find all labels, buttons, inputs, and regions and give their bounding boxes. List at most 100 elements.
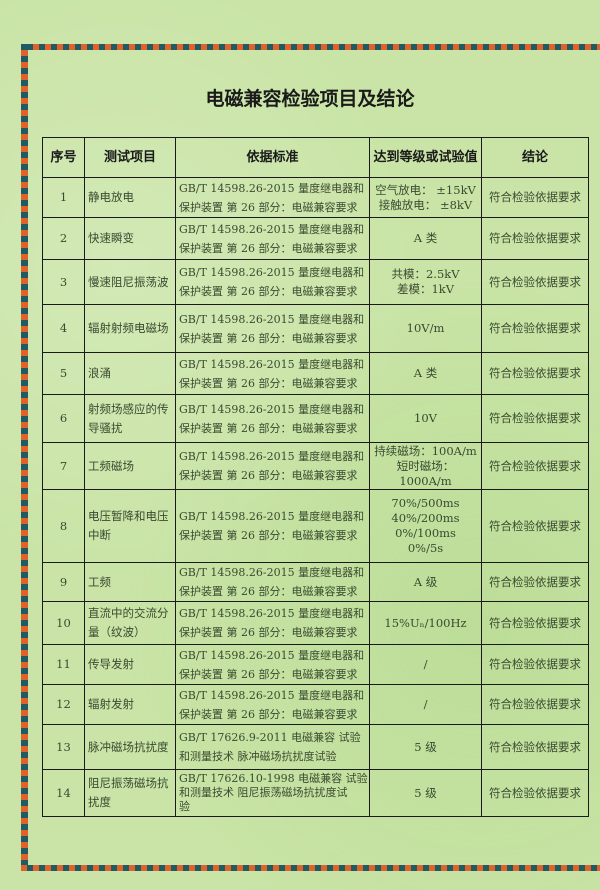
header-item: 测试项目 <box>84 137 176 178</box>
test-value: 5 级 <box>369 769 482 817</box>
conclusion: 符合检验依据要求 <box>481 769 589 817</box>
standard-line: 保护装置 第 26 部分：电磁兼容要求 <box>179 469 358 482</box>
decorative-border-left <box>21 44 28 871</box>
test-item: 射频场感应的传导骚扰 <box>84 394 176 443</box>
standard-line: GB/T 14598.26-2015 量度继电器和 <box>179 222 365 236</box>
test-item: 辐射发射 <box>84 684 176 725</box>
table-row: 14 阻尼振荡磁场抗扰度 GB/T 17626.10-1998 电磁兼容 试验 和测量… <box>42 769 589 817</box>
standard-line: 验 <box>179 800 190 813</box>
conclusion: 符合检验依据要求 <box>481 259 589 305</box>
table-row: 8 电压暂降和电压中断 GB/T 14598.26-2015 量度继电器和 保护装置 … <box>42 489 589 563</box>
test-value: 持续磁场：100A/m 短时磁场：1000A/m <box>369 442 482 490</box>
standard-line: GB/T 17626.10-1998 电磁兼容 试验 <box>179 772 368 785</box>
standard-line: 保护装置 第 26 部分：电磁兼容要求 <box>179 626 358 639</box>
standard-cell: GB/T 14598.26-2015 量度继电器和 保护装置 第 26 部分：电磁… <box>175 684 370 725</box>
standard-line: 保护装置 第 26 部分：电磁兼容要求 <box>179 529 358 542</box>
table-row: 10 直流中的交流分量（纹波） GB/T 14598.26-2015 量度继电器和保… <box>42 601 589 645</box>
row-number: 1 <box>42 177 85 218</box>
standard-line: GB/T 14598.26-2015 量度继电器和 <box>179 607 365 620</box>
standard-cell: GB/T 14598.26-2015 量度继电器和 保护装置 第 26 部分：电磁… <box>175 442 370 490</box>
row-number: 12 <box>42 684 85 725</box>
row-number: 7 <box>42 442 85 490</box>
row-number: 3 <box>42 259 85 305</box>
test-item: 快速瞬变 <box>84 217 176 260</box>
standard-line: GB/T 14598.26-2015 量度继电器和 <box>179 357 365 371</box>
header-standard: 依据标准 <box>175 137 370 178</box>
conclusion: 符合检验依据要求 <box>481 562 589 602</box>
conclusion: 符合检验依据要求 <box>481 724 589 770</box>
standard-line: GB/T 14598.26-2015 量度继电器和 <box>179 266 365 279</box>
standard-line: GB/T 14598.26-2015 量度继电器和 <box>179 402 365 416</box>
standard-cell: GB/T 14598.26-2015 量度继电器和 保护装置 第 26 部分：电磁… <box>175 601 370 645</box>
row-number: 8 <box>42 489 85 563</box>
row-number: 14 <box>42 769 85 817</box>
test-value: / <box>369 684 482 725</box>
test-value: 空气放电： ±15kV 接触放电： ±8kV <box>369 177 482 218</box>
conclusion: 符合检验依据要求 <box>481 489 589 563</box>
standard-line: 保护装置 第 26 部分：电磁兼容要求 <box>179 331 358 345</box>
row-number: 11 <box>42 644 85 685</box>
table-row: 7 工频磁场 GB/T 14598.26-2015 量度继电器和 保护装置 第 26 … <box>42 442 589 490</box>
standard-line: GB/T 14598.26-2015 量度继电器和 <box>179 648 365 662</box>
standard-cell: GB/T 14598.26-2015 量度继电器和 保护装置 第 26 部分：电磁… <box>175 489 370 563</box>
standard-line: 保护装置 第 26 部分：电磁兼容要求 <box>179 707 358 721</box>
table-header-row: 序号 测试项目 依据标准 达到等级或试验值 结论 <box>42 137 589 178</box>
table-row: 9 工频 GB/T 14598.26-2015 量度继电器和 保护装置 第 26 部分… <box>42 562 589 602</box>
table-row: 6 射频场感应的传导骚扰 GB/T 14598.26-2015 量度继电器和 保护装置… <box>42 394 589 443</box>
row-number: 5 <box>42 352 85 395</box>
table-row: 2 快速瞬变 GB/T 14598.26-2015 量度继电器和 保护装置 第 26 … <box>42 217 589 260</box>
standard-cell: GB/T 14598.26-2015 量度继电器和 保护装置 第 26 部分：电磁… <box>175 394 370 443</box>
test-value: 5 级 <box>369 724 482 770</box>
test-item: 工频 <box>84 562 176 602</box>
table-row: 5 浪涌 GB/T 14598.26-2015 量度继电器和 保护装置 第 26 部分… <box>42 352 589 395</box>
test-value: / <box>369 644 482 685</box>
test-value: 15%Uₙ/100Hz <box>369 601 482 645</box>
conclusion: 符合检验依据要求 <box>481 394 589 443</box>
conclusion: 符合检验依据要求 <box>481 684 589 725</box>
standard-cell: GB/T 14598.26-2015 量度继电器和 保护装置 第 26 部分：电磁… <box>175 304 370 353</box>
standard-line: GB/T 14598.26-2015 量度继电器和 <box>179 312 365 326</box>
conclusion: 符合检验依据要求 <box>481 304 589 353</box>
table-row: 1 静电放电 GB/T 14598.26-2015 量度继电器和 保护装置 第 26 … <box>42 177 589 218</box>
test-value: 10V <box>369 394 482 443</box>
standard-cell: GB/T 17626.9-2011 电磁兼容 试验 和测量技术 脉冲磁场抗扰度试验 <box>175 724 370 770</box>
conclusion: 符合检验依据要求 <box>481 177 589 218</box>
test-item: 工频磁场 <box>84 442 176 490</box>
decorative-border-top <box>21 44 600 50</box>
standard-line: GB/T 14598.26-2015 量度继电器和 <box>179 450 365 463</box>
row-number: 2 <box>42 217 85 260</box>
test-item: 浪涌 <box>84 352 176 395</box>
header-result: 结论 <box>481 137 589 178</box>
test-value: 10V/m <box>369 304 482 353</box>
row-number: 9 <box>42 562 85 602</box>
row-number: 10 <box>42 601 85 645</box>
standard-line: GB/T 14598.26-2015 量度继电器和 <box>179 566 365 579</box>
page-title: 电磁兼容检验项目及结论 <box>205 88 415 110</box>
standard-cell: GB/T 14598.26-2015 量度继电器和 保护装置 第 26 部分：电磁… <box>175 259 370 305</box>
test-item: 静电放电 <box>84 177 176 218</box>
conclusion: 符合检验依据要求 <box>481 217 589 260</box>
standard-line: GB/T 14598.26-2015 量度继电器和 <box>179 688 365 702</box>
emc-test-table: 序号 测试项目 依据标准 达到等级或试验值 结论 1 静电放电 GB/T 14598… <box>42 137 589 817</box>
standard-line: GB/T 14598.26-2015 量度继电器和 <box>179 510 365 523</box>
standard-line: 保护装置 第 26 部分：电磁兼容要求 <box>179 285 358 298</box>
table-row: 4 辐射射频电磁场 GB/T 14598.26-2015 量度继电器和 保护装置 第 … <box>42 304 589 353</box>
test-item: 传导发射 <box>84 644 176 685</box>
test-item: 慢速阻尼振荡波 <box>84 259 176 305</box>
row-number: 6 <box>42 394 85 443</box>
standard-line: 保护装置 第 26 部分：电磁兼容要求 <box>179 241 358 255</box>
decorative-border-bottom <box>21 865 600 871</box>
conclusion: 符合检验依据要求 <box>481 442 589 490</box>
table-row: 3 慢速阻尼振荡波 GB/T 14598.26-2015 量度继电器和 保护装置 第 … <box>42 259 589 305</box>
table-row: 12 辐射发射 GB/T 14598.26-2015 量度继电器和 保护装置 第 26… <box>42 684 589 725</box>
standard-line: 保护装置 第 26 部分：电磁兼容要求 <box>179 376 358 390</box>
test-item: 直流中的交流分量（纹波） <box>84 601 176 645</box>
standard-cell: GB/T 14598.26-2015 量度继电器和 保护装置 第 26 部分：电磁… <box>175 644 370 685</box>
standard-line: GB/T 17626.9-2011 电磁兼容 试验 <box>179 731 361 744</box>
standard-cell: GB/T 14598.26-2015 量度继电器和 保护装置 第 26 部分：电磁… <box>175 352 370 395</box>
standard-line: GB/T 14598.26-2015 量度继电器和 <box>179 181 365 195</box>
test-item: 辐射射频电磁场 <box>84 304 176 353</box>
test-item: 脉冲磁场抗扰度 <box>84 724 176 770</box>
standard-line: 和测量技术 脉冲磁场抗扰度试验 <box>179 750 337 763</box>
test-value: A 类 <box>369 352 482 395</box>
